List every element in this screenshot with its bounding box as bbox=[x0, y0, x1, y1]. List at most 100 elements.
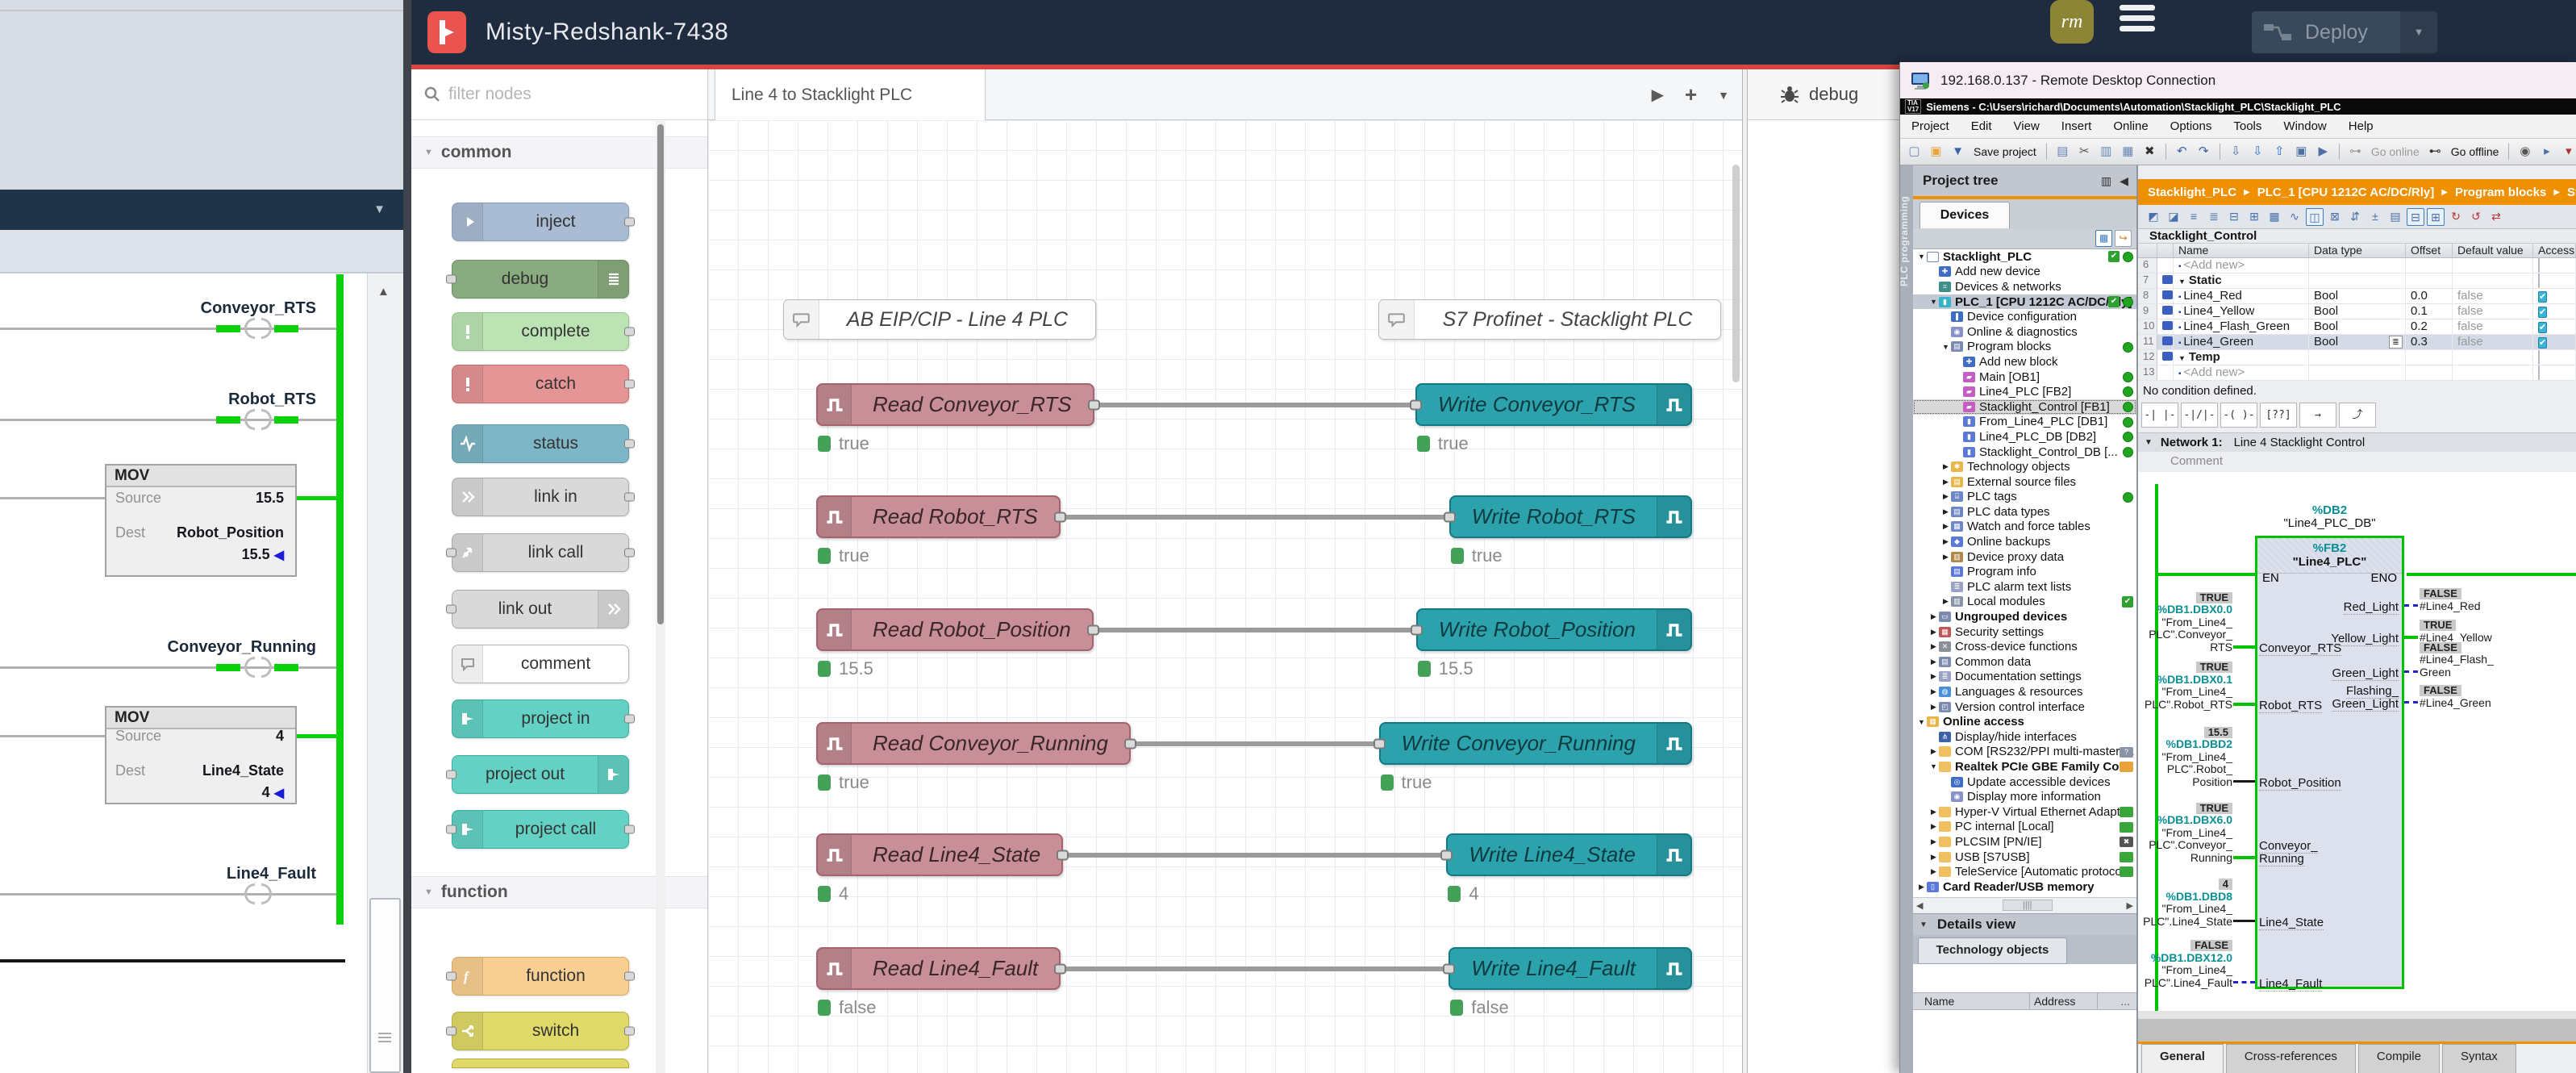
input-operand[interactable]: FALSE%DB1.DBX12.0"From_Line4_PLC".Line4_… bbox=[2145, 939, 2232, 989]
palette-node-project-call[interactable]: project call bbox=[452, 810, 629, 849]
editor-toolbar-icon[interactable]: ⊟ bbox=[2407, 208, 2424, 226]
go-offline-label[interactable]: Go offline bbox=[2451, 145, 2499, 158]
input-pin-label[interactable]: Conveyor_Running bbox=[2259, 840, 2318, 865]
tree-expand-icon[interactable]: ▶ bbox=[1928, 672, 1939, 681]
node-input-port[interactable] bbox=[446, 770, 456, 779]
datatype-cell[interactable]: Bool bbox=[2309, 304, 2406, 319]
tree-item[interactable]: ▶▥Device proxy data bbox=[1913, 549, 2136, 565]
flow-wire[interactable] bbox=[1094, 628, 1416, 633]
tree-expand-icon[interactable]: ▶ bbox=[1928, 687, 1939, 696]
default-cell[interactable] bbox=[2453, 350, 2533, 365]
read-node[interactable]: Read Line4_Fault bbox=[816, 947, 1061, 990]
write-node[interactable]: Write Conveyor_Running bbox=[1379, 722, 1692, 765]
flow-wire[interactable] bbox=[1061, 515, 1449, 520]
palette-search[interactable] bbox=[411, 69, 707, 120]
editor-toolbar-icon[interactable]: ≣ bbox=[2205, 208, 2223, 226]
breadcrumb-item[interactable]: Stacklight_Co bbox=[2567, 186, 2576, 199]
tree-expand-icon[interactable]: ▶ bbox=[1940, 597, 1951, 606]
toolbar-icon[interactable]: ▥ bbox=[2097, 143, 2115, 161]
datatype-cell[interactable] bbox=[2309, 273, 2406, 288]
palette-node-project-in[interactable]: project in bbox=[452, 699, 629, 738]
flow-canvas[interactable]: AB EIP/CIP - Line 4 PLC S7 Profinet - Sta… bbox=[708, 120, 1742, 1073]
input-pin-label[interactable]: Line4_State bbox=[2259, 916, 2324, 929]
output-pin-label[interactable]: Red_Light bbox=[2344, 601, 2399, 614]
accessible-cell[interactable] bbox=[2533, 365, 2576, 380]
palette-node-complete[interactable]: complete bbox=[452, 312, 629, 351]
comment-node[interactable]: S7 Profinet - Stacklight PLC bbox=[1378, 299, 1721, 340]
output-pin-label[interactable]: Green_Light bbox=[2332, 667, 2399, 680]
toolbar-icon[interactable]: ⇧ bbox=[2270, 143, 2289, 161]
output-operand[interactable]: FALSE#Line4_Green bbox=[2420, 684, 2491, 709]
tree-item[interactable]: ▰Line4_PLC [FB2] bbox=[1913, 384, 2136, 399]
empty-box-button[interactable]: [??] bbox=[2260, 403, 2297, 428]
datatype-cell[interactable]: Bool bbox=[2309, 289, 2406, 303]
tree-item[interactable]: ≣PLC alarm text lists bbox=[1913, 579, 2136, 595]
scroll-left-icon[interactable]: ◀ bbox=[1916, 900, 1923, 911]
tree-item[interactable]: ▶⌸PLC tags bbox=[1913, 490, 2136, 505]
tree-expand-icon[interactable]: ▶ bbox=[1940, 507, 1951, 516]
input-operand[interactable]: TRUE%DB1.DBX0.1"From_Line4_PLC".Robot_RT… bbox=[2145, 661, 2232, 711]
editor-toolbar-icon[interactable]: ⊠ bbox=[2326, 208, 2344, 226]
menu-options[interactable]: Options bbox=[2170, 119, 2212, 133]
ladder-tag-label[interactable]: Conveyor_RTS bbox=[201, 299, 316, 318]
group-collapse-icon[interactable]: ▼ bbox=[2178, 278, 2186, 286]
tree-expand-icon[interactable]: ▶ bbox=[1940, 537, 1951, 546]
task-card-strip[interactable]: PLC programming bbox=[1900, 165, 1913, 1073]
flow-wire[interactable] bbox=[1063, 853, 1446, 858]
node-output-port[interactable] bbox=[624, 825, 635, 834]
node-output-port[interactable] bbox=[624, 328, 635, 336]
palette-filter-input[interactable] bbox=[447, 84, 657, 105]
toolbar-icon[interactable]: ↷ bbox=[2195, 143, 2213, 161]
palette-node-debug[interactable]: debug bbox=[452, 260, 629, 299]
sidebar-resize-handle[interactable] bbox=[1742, 69, 1748, 1073]
node-output-port[interactable] bbox=[624, 549, 635, 557]
palette-node-link-in[interactable]: link in bbox=[452, 478, 629, 516]
save-project-label[interactable]: Save project bbox=[1974, 145, 2036, 158]
accessible-checkbox[interactable] bbox=[2538, 273, 2540, 288]
tree-item[interactable]: ❚Device configuration bbox=[1913, 309, 2136, 324]
palette-node-inject[interactable]: inject bbox=[452, 202, 629, 241]
offset-cell[interactable]: 0.3 bbox=[2406, 335, 2453, 349]
node-input-port[interactable] bbox=[1410, 399, 1422, 410]
toolbar-icon[interactable]: ✖ bbox=[2140, 143, 2159, 161]
offset-cell[interactable]: 0.1 bbox=[2406, 304, 2453, 319]
contact-symbol[interactable] bbox=[244, 883, 255, 904]
accessible-cell[interactable]: ✔ bbox=[2533, 319, 2576, 334]
inspector-tab-general[interactable]: General bbox=[2141, 1044, 2224, 1073]
tree-horizontal-scrollbar[interactable]: ◀ ▶ |||| bbox=[1913, 897, 2136, 913]
node-input-port[interactable] bbox=[446, 605, 456, 614]
toolbar-icon[interactable]: ⊶ bbox=[2346, 143, 2365, 161]
inspector-tab-cross-references[interactable]: Cross-references bbox=[2226, 1044, 2356, 1073]
read-node[interactable]: Read Line4_State bbox=[816, 833, 1063, 876]
toolbar-icon[interactable]: ▾ bbox=[2559, 143, 2576, 161]
tree-item[interactable]: ▮Stacklight_Control_DB [... bbox=[1913, 445, 2136, 460]
tab-list-icon[interactable]: ▶ bbox=[1652, 85, 1664, 105]
tree-item[interactable]: ▶COM [RS232/PPI multi-master c...? bbox=[1913, 745, 2136, 760]
tree-expand-icon[interactable]: ▶ bbox=[1940, 522, 1951, 531]
editor-toolbar-icon[interactable]: ≡ bbox=[2185, 208, 2203, 226]
comment-node[interactable]: AB EIP/CIP - Line 4 PLC bbox=[783, 299, 1096, 340]
input-operand[interactable]: 15.5%DB1.DBD2"From_Line4_PLC".Robot_Posi… bbox=[2162, 726, 2232, 789]
accessible-checkbox[interactable] bbox=[2538, 365, 2540, 380]
node-input-port[interactable] bbox=[1411, 624, 1423, 635]
default-cell[interactable] bbox=[2453, 258, 2533, 273]
column-header-offset[interactable]: Offset bbox=[2406, 244, 2453, 257]
palette-node-comment[interactable]: comment bbox=[452, 645, 629, 683]
contact-symbol[interactable] bbox=[244, 409, 255, 430]
tree-expand-icon[interactable]: ▶ bbox=[1928, 612, 1939, 621]
palette-node-link-call[interactable]: link call bbox=[452, 533, 629, 572]
editor-toolbar-icon[interactable]: ◩ bbox=[2145, 208, 2162, 226]
menu-insert[interactable]: Insert bbox=[2061, 119, 2092, 133]
tree-item[interactable]: ◉Display more information bbox=[1913, 789, 2136, 804]
accessible-checkbox[interactable]: ✔ bbox=[2538, 291, 2547, 303]
tree-expand-icon[interactable]: ▶ bbox=[1928, 853, 1939, 862]
name-cell[interactable]: ▪ Line4_Yellow bbox=[2174, 304, 2309, 319]
breadcrumb-item[interactable]: Program blocks bbox=[2455, 186, 2546, 199]
ladder-tag-label[interactable]: Robot_RTS bbox=[228, 390, 316, 409]
accessible-cell[interactable]: ✔ bbox=[2533, 289, 2576, 303]
interface-row[interactable]: 12▼Temp bbox=[2138, 350, 2576, 365]
output-operand[interactable]: FALSE#Line4_Flash_Green bbox=[2420, 641, 2494, 679]
editor-toolbar-icon[interactable]: ◪ bbox=[2165, 208, 2182, 226]
tree-item[interactable]: ▶TeleService [Automatic protoco... bbox=[1913, 864, 2136, 879]
tree-expand-icon[interactable]: ▶ bbox=[1928, 703, 1939, 712]
